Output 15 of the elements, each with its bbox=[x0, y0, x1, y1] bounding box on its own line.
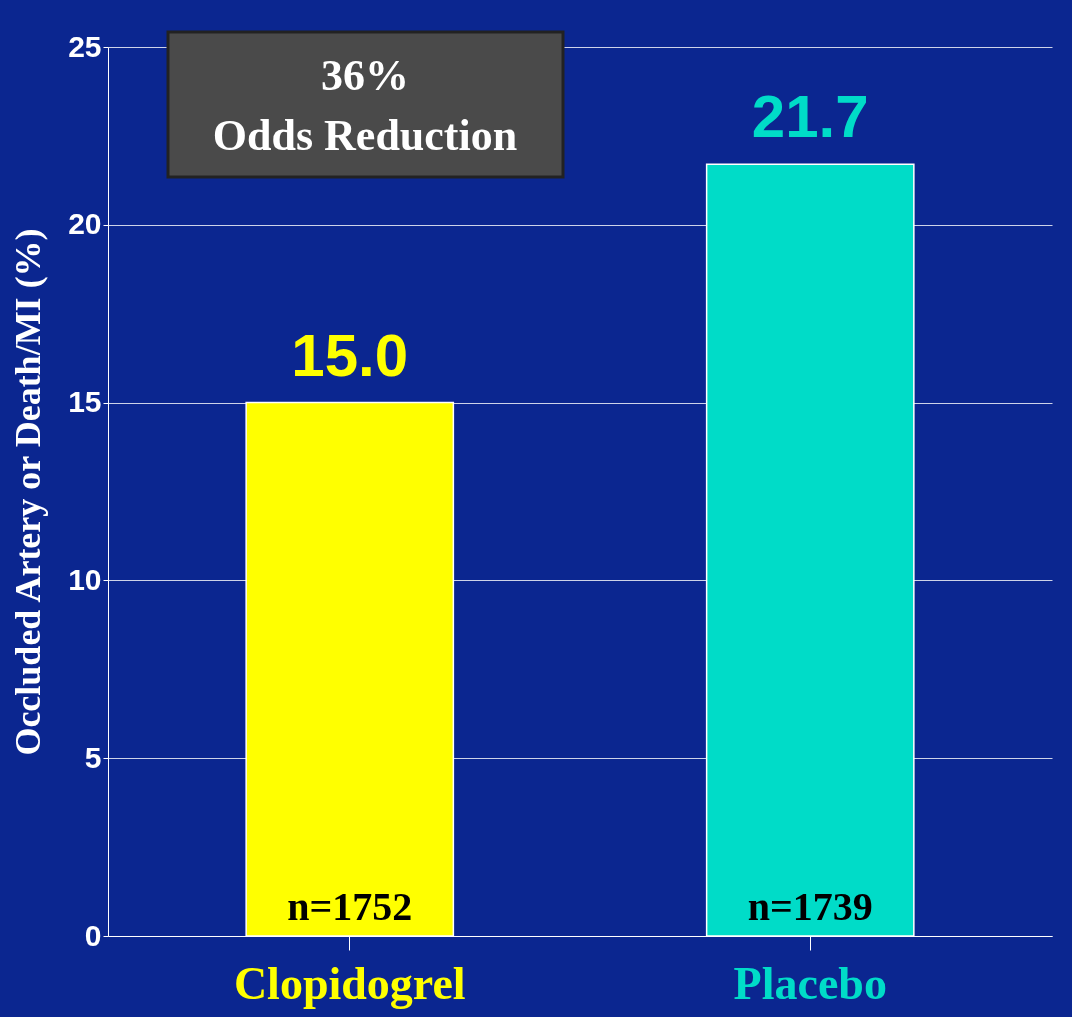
y-tick-label: 5 bbox=[84, 740, 102, 774]
x-tick-label: Placebo bbox=[733, 957, 887, 1009]
y-tick-label: 25 bbox=[68, 29, 102, 63]
y-tick-label: 10 bbox=[68, 562, 102, 596]
annotation: n=1752 bbox=[287, 884, 413, 929]
y-tick-label: 20 bbox=[68, 207, 102, 241]
annotation: Odds Reduction bbox=[212, 111, 518, 160]
x-tick-label: Clopidogrel bbox=[233, 957, 466, 1009]
y-axis-title: Occluded Artery or Death/MI (%) bbox=[8, 228, 49, 756]
data-label: 21.7 bbox=[751, 83, 869, 151]
y-tick-label: 0 bbox=[84, 918, 102, 952]
data-label: 15.0 bbox=[291, 321, 409, 389]
annotation: n=1739 bbox=[747, 884, 873, 929]
y-tick-label: 15 bbox=[68, 385, 102, 419]
annotation: 36% bbox=[321, 51, 409, 100]
